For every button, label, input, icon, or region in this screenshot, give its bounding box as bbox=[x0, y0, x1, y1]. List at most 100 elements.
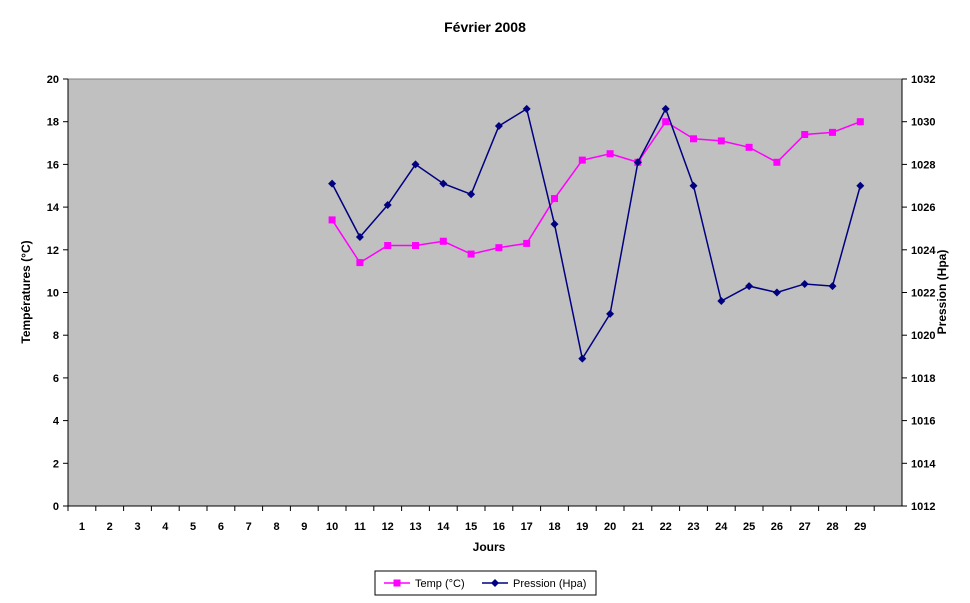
right-tick-label: 1024 bbox=[911, 245, 936, 257]
right-tick-label: 1012 bbox=[911, 501, 935, 513]
x-tick-label: 1 bbox=[79, 521, 85, 533]
data-point-square bbox=[412, 242, 419, 250]
data-point-diamond bbox=[772, 288, 781, 297]
data-point-square bbox=[328, 216, 336, 224]
y-axis-right-label: Pression (Hpa) bbox=[935, 250, 949, 335]
x-tick-label: 21 bbox=[632, 521, 644, 533]
data-point-square bbox=[745, 143, 753, 151]
data-point-square bbox=[578, 156, 586, 164]
data-point-diamond bbox=[689, 181, 698, 190]
x-tick-label: 18 bbox=[548, 521, 560, 533]
legend-marker-diamond bbox=[491, 579, 499, 587]
x-tick-label: 10 bbox=[326, 521, 338, 533]
data-point-square bbox=[717, 137, 725, 145]
x-tick-label: 26 bbox=[771, 521, 783, 533]
x-tick-label: 2 bbox=[107, 521, 113, 533]
data-point-square bbox=[495, 244, 503, 252]
data-point-square bbox=[467, 250, 475, 258]
x-tick-label: 3 bbox=[134, 521, 140, 533]
legend-marker-square bbox=[393, 579, 401, 587]
data-point-diamond bbox=[383, 200, 392, 209]
right-tick-label: 1026 bbox=[911, 202, 935, 214]
data-point-square bbox=[773, 158, 781, 166]
data-point-diamond bbox=[717, 297, 726, 306]
plot-area bbox=[67, 78, 903, 507]
data-point-square bbox=[801, 131, 809, 139]
right-tick-label: 1020 bbox=[911, 330, 935, 342]
data-point-diamond bbox=[494, 121, 503, 130]
x-tick-label: 20 bbox=[604, 521, 616, 533]
data-point-square bbox=[856, 118, 864, 126]
data-point-diamond bbox=[856, 181, 865, 190]
left-tick-label: 4 bbox=[53, 416, 60, 428]
y-axis-left-label: Températures (°C) bbox=[19, 240, 33, 343]
x-axis-label: Jours bbox=[473, 540, 506, 554]
left-tick-label: 14 bbox=[47, 202, 60, 214]
left-tick-label: 6 bbox=[53, 373, 59, 385]
x-tick-label: 23 bbox=[687, 521, 699, 533]
data-point-square bbox=[606, 150, 614, 158]
x-tick-label: 14 bbox=[437, 521, 450, 533]
data-point-diamond bbox=[800, 279, 809, 288]
x-tick-label: 8 bbox=[273, 521, 279, 533]
x-tick-label: 11 bbox=[354, 521, 366, 533]
data-point-diamond bbox=[633, 158, 642, 167]
right-tick-label: 1018 bbox=[911, 373, 935, 385]
x-tick-label: 9 bbox=[301, 521, 307, 533]
x-tick-label: 28 bbox=[826, 521, 838, 533]
data-point-square bbox=[551, 195, 558, 203]
right-tick-label: 1030 bbox=[911, 117, 935, 129]
left-tick-label: 18 bbox=[47, 117, 59, 129]
right-tick-label: 1016 bbox=[911, 416, 935, 428]
legend: Temp (°C) Pression (Hpa) bbox=[374, 570, 597, 596]
data-point-diamond bbox=[745, 282, 754, 291]
data-point-square bbox=[829, 128, 836, 136]
data-point-square bbox=[356, 259, 364, 267]
left-tick-label: 0 bbox=[53, 501, 59, 513]
data-point-diamond bbox=[661, 104, 670, 113]
x-tick-label: 19 bbox=[576, 521, 588, 533]
legend-label: Temp (°C) bbox=[415, 578, 465, 590]
left-tick-label: 20 bbox=[47, 74, 59, 86]
left-tick-label: 16 bbox=[47, 159, 59, 171]
x-tick-label: 17 bbox=[521, 521, 533, 533]
x-tick-label: 7 bbox=[246, 521, 252, 533]
x-tick-label: 29 bbox=[854, 521, 866, 533]
right-tick-label: 1014 bbox=[911, 458, 936, 470]
data-point-square bbox=[662, 118, 670, 126]
x-tick-label: 25 bbox=[743, 521, 755, 533]
data-point-diamond bbox=[328, 179, 337, 188]
legend-label: Pression (Hpa) bbox=[513, 578, 586, 590]
data-point-diamond bbox=[606, 309, 615, 318]
x-tick-label: 13 bbox=[409, 521, 421, 533]
data-point-diamond bbox=[439, 179, 448, 188]
right-tick-label: 1022 bbox=[911, 288, 935, 300]
data-point-diamond bbox=[522, 104, 531, 113]
x-tick-label: 22 bbox=[660, 521, 672, 533]
x-tick-label: 4 bbox=[162, 521, 169, 533]
x-tick-label: 5 bbox=[190, 521, 196, 533]
series-layer bbox=[328, 104, 865, 363]
x-tick-label: 6 bbox=[218, 521, 224, 533]
data-point-square bbox=[439, 237, 447, 245]
x-tick-label: 12 bbox=[382, 521, 394, 533]
x-tick-label: 27 bbox=[799, 521, 811, 533]
right-tick-label: 1032 bbox=[911, 74, 935, 86]
series-line bbox=[331, 107, 862, 361]
x-tick-label: 24 bbox=[715, 521, 728, 533]
x-axis: 1 2 3 4 5 6 7 8 9 10 11 12 13 14 15 16 17 18 19 20 21 22 23 24 2… bbox=[67, 505, 902, 533]
data-point-diamond bbox=[411, 160, 420, 169]
data-point-diamond bbox=[355, 232, 364, 241]
left-tick-label: 12 bbox=[47, 245, 59, 257]
right-axis: 1012 1014 1016 1018 1020 1022 1024 1026 1028 1030… bbox=[901, 74, 936, 513]
left-axis: 0 2 4 6 8 10 12 14 16 18 20 bbox=[47, 74, 69, 513]
left-tick-label: 10 bbox=[47, 288, 59, 300]
data-point-square bbox=[523, 239, 531, 247]
left-tick-label: 2 bbox=[53, 458, 59, 470]
x-tick-label: 16 bbox=[493, 521, 505, 533]
data-point-diamond bbox=[578, 354, 587, 363]
data-point-square bbox=[384, 242, 392, 250]
x-tick-label: 15 bbox=[465, 521, 477, 533]
data-point-diamond bbox=[550, 220, 559, 229]
